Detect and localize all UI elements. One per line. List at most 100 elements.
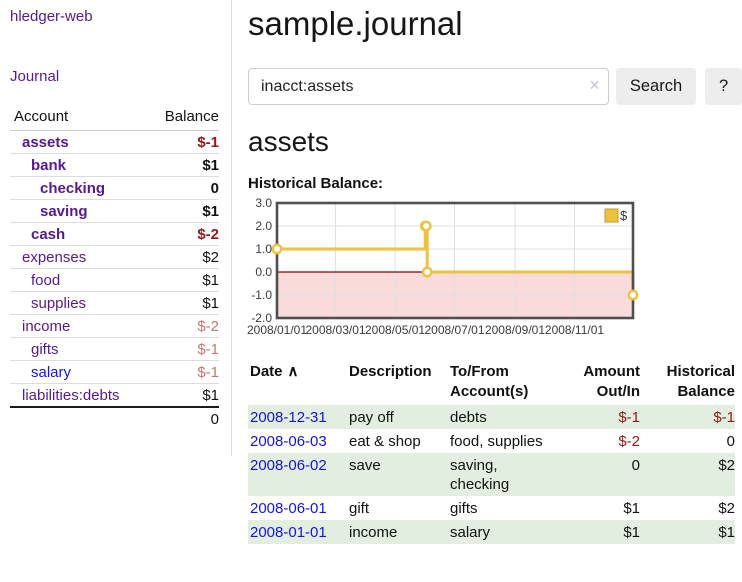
transaction-amount: 0 (631, 457, 640, 474)
svg-text:2.0: 2.0 (255, 219, 272, 233)
transaction-balance: $2 (718, 457, 735, 474)
search-input[interactable] (248, 68, 609, 105)
transaction-balance: $1 (718, 524, 735, 541)
account-balance-salary: $-1 (146, 360, 219, 384)
account-link-assets[interactable]: assets (22, 134, 69, 151)
svg-text:2008/09/01: 2008/09/01 (485, 323, 545, 337)
chart-title: Historical Balance: (248, 175, 384, 192)
register-header-amount: Amount Out/In (583, 363, 640, 400)
account-row-assets: assets $-1 (10, 131, 219, 154)
account-link-food[interactable]: food (31, 272, 61, 289)
sidebar-item-journal[interactable]: Journal (10, 68, 60, 85)
svg-text:2008/03/01: 2008/03/01 (305, 323, 365, 337)
account-row-supplies: supplies $1 (10, 291, 219, 315)
account-heading: assets (248, 126, 329, 157)
transaction-amount: $-2 (618, 433, 640, 450)
account-row-food: food $1 (10, 268, 219, 292)
accounts-header-account: Account (10, 106, 147, 131)
search-button[interactable]: Search (615, 68, 697, 105)
register-header-accounts: To/From Account(s) (450, 363, 529, 400)
svg-text:-1.0: -1.0 (251, 288, 272, 302)
transaction-accounts: gifts (450, 500, 478, 517)
page-title: sample.journal (248, 5, 463, 42)
accounts-table-header: Account Balance (10, 106, 219, 131)
account-row-salary: salary $-1 (10, 360, 219, 384)
register-table: Date ∧ Description To/From Account(s) Amo… (248, 360, 735, 544)
account-link-expenses[interactable]: expenses (22, 249, 87, 266)
account-link-checking[interactable]: checking (40, 180, 106, 197)
transaction-description: gift (349, 500, 370, 517)
accounts-total-balance: 0 (146, 406, 219, 430)
account-balance-saving: $1 (146, 199, 219, 223)
transaction-description: eat & shop (349, 433, 421, 450)
account-row-saving: saving $1 (10, 199, 219, 223)
svg-text:2008/07/01: 2008/07/01 (424, 323, 484, 337)
account-row-bank: bank $1 (10, 153, 219, 177)
account-link-income[interactable]: income (22, 318, 71, 335)
account-balance-bank: $1 (146, 153, 219, 177)
svg-text:2008/05/01: 2008/05/01 (365, 323, 425, 337)
account-balance-income: $-2 (146, 314, 219, 338)
account-balance-gifts: $-1 (146, 337, 219, 361)
account-balance-checking: 0 (146, 176, 219, 200)
account-link-supplies[interactable]: supplies (31, 295, 87, 312)
transaction-balance: 0 (726, 433, 735, 450)
transaction-balance: $2 (718, 500, 735, 517)
transaction-amount: $1 (623, 500, 640, 517)
main-content: sample.journal × Search ? assets Histori… (247, 0, 742, 544)
register-row: 2008-12-31 pay off debts $-1 $-1 (248, 405, 735, 429)
account-balance-cash: $-2 (146, 222, 219, 246)
account-balance-liabilities-debts: $1 (146, 383, 219, 407)
clear-search-icon[interactable]: × (589, 75, 600, 95)
transaction-accounts: food, supplies (450, 433, 543, 450)
svg-text:$: $ (620, 208, 628, 223)
accounts-total-row: 0 (10, 406, 219, 430)
account-link-saving[interactable]: saving (40, 203, 88, 220)
transaction-date-link[interactable]: 2008-06-03 (250, 433, 327, 450)
account-link-salary[interactable]: salary (31, 364, 72, 381)
transaction-date-link[interactable]: 2008-12-31 (250, 409, 327, 426)
register-row: 2008-06-03 eat & shop food, supplies $-2… (248, 429, 735, 453)
account-row-cash: cash $-2 (10, 222, 219, 246)
transaction-amount: $-1 (618, 409, 640, 426)
register-header-description: Description (349, 363, 432, 380)
transaction-accounts: debts (450, 409, 487, 426)
account-link-liabilities-debts[interactable]: liabilities:debts (22, 387, 120, 404)
svg-text:0.0: 0.0 (255, 265, 272, 279)
transaction-description: income (349, 524, 398, 541)
transaction-accounts: saving, checking (450, 457, 510, 493)
account-balance-assets: $-1 (197, 134, 219, 151)
svg-text:1.0: 1.0 (255, 242, 272, 256)
account-link-bank[interactable]: bank (31, 157, 67, 174)
transaction-description: save (349, 457, 381, 474)
sort-ascending-icon: ∧ (287, 363, 299, 380)
accounts-header-balance: Balance (146, 106, 219, 131)
account-row-gifts: gifts $-1 (10, 337, 219, 361)
svg-text:3.0: 3.0 (255, 196, 272, 210)
account-balance-food: $1 (146, 268, 219, 292)
register-header-date: Date ∧ (250, 363, 299, 380)
register-row: 2008-06-02 save saving, checking 0 $2 (248, 453, 735, 496)
account-link-gifts[interactable]: gifts (31, 341, 59, 358)
transaction-date-link[interactable]: 2008-06-01 (250, 500, 327, 517)
transaction-accounts: salary (450, 524, 491, 541)
sidebar: hledger-web Journal Account Balance asse… (0, 0, 232, 456)
transaction-description: pay off (349, 409, 394, 426)
transaction-amount: $1 (623, 524, 640, 541)
account-link-cash[interactable]: cash (31, 226, 66, 243)
transaction-balance: $-1 (713, 409, 735, 426)
account-balance-expenses: $2 (146, 245, 219, 269)
svg-text:2008/11/01: 2008/11/01 (545, 323, 604, 337)
transaction-date-link[interactable]: 2008-06-02 (250, 457, 327, 474)
transaction-date-link[interactable]: 2008-01-01 (250, 524, 327, 541)
search-form: × Search ? (248, 68, 742, 105)
help-button[interactable]: ? (705, 68, 742, 105)
app-brand-link[interactable]: hledger-web (10, 8, 93, 25)
account-balance-supplies: $1 (146, 291, 219, 315)
historical-balance-chart: $3.0 2.0 1.0 0.0 -1.0 -2.02008/01/012008/03/0… (247, 196, 639, 337)
register-header-row: Date ∧ Description To/From Account(s) Amo… (248, 360, 735, 405)
account-row-liabilities-debts: liabilities:debts $1 (10, 383, 219, 407)
account-row-income: income $-2 (10, 314, 219, 338)
register-row: 2008-06-01 gift gifts $1 $2 (248, 496, 735, 520)
svg-text:2008/01/01: 2008/01/01 (247, 323, 307, 337)
